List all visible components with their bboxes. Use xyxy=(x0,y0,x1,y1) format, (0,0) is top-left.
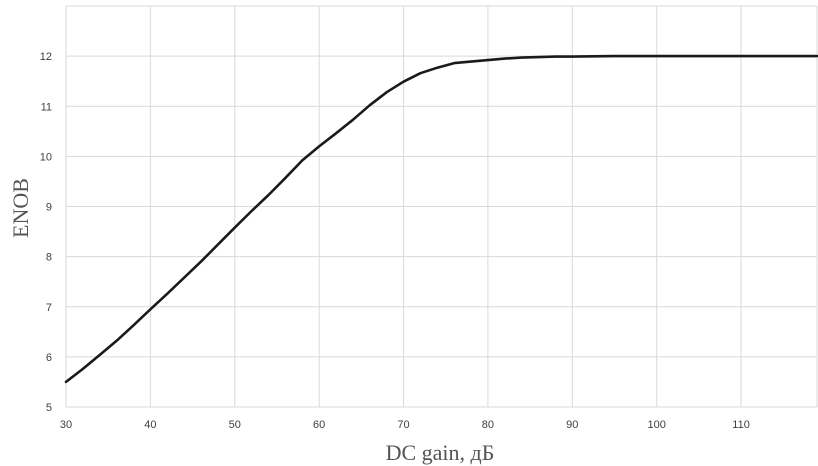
y-tick-labels: 5 6 7 8 9 10 11 12 xyxy=(40,51,52,414)
x-tick-label: 110 xyxy=(732,419,750,431)
series-line xyxy=(64,54,818,384)
x-tick-label: 60 xyxy=(313,419,325,431)
x-tick-label: 90 xyxy=(566,419,578,431)
x-tick-label: 100 xyxy=(647,419,665,431)
x-tick-label: 30 xyxy=(60,419,72,431)
y-tick-label: 6 xyxy=(46,352,52,364)
y-tick-label: 5 xyxy=(46,402,52,414)
y-tick-label: 9 xyxy=(46,202,52,214)
x-tick-label: 40 xyxy=(144,419,156,431)
y-tick-label: 8 xyxy=(46,252,52,264)
y-tick-label: 11 xyxy=(41,101,52,113)
x-tick-labels: 30 40 50 60 70 80 90 100 110 xyxy=(60,419,750,431)
y-tick-label: 12 xyxy=(40,51,52,63)
x-axis-title: DC gain, дБ xyxy=(386,440,495,465)
y-tick-label: 7 xyxy=(46,302,52,314)
y-tick-label: 10 xyxy=(40,151,52,163)
x-tick-label: 50 xyxy=(229,419,241,431)
grid-lines xyxy=(65,5,818,408)
x-tick-label: 70 xyxy=(397,419,409,431)
y-axis-title: ENOB xyxy=(8,178,33,238)
x-tick-label: 80 xyxy=(482,419,494,431)
